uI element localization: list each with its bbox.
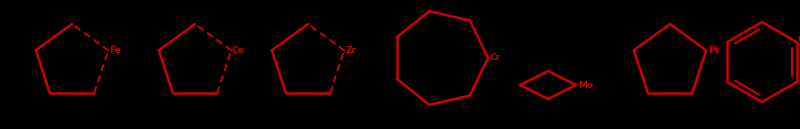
Text: Zr: Zr — [346, 46, 357, 55]
Text: Cr: Cr — [490, 54, 501, 62]
Text: Os: Os — [797, 34, 800, 43]
Text: Co: Co — [232, 46, 245, 55]
Text: Pt: Pt — [708, 46, 718, 55]
Text: Fe: Fe — [110, 46, 121, 55]
Text: Mo: Mo — [578, 80, 594, 90]
